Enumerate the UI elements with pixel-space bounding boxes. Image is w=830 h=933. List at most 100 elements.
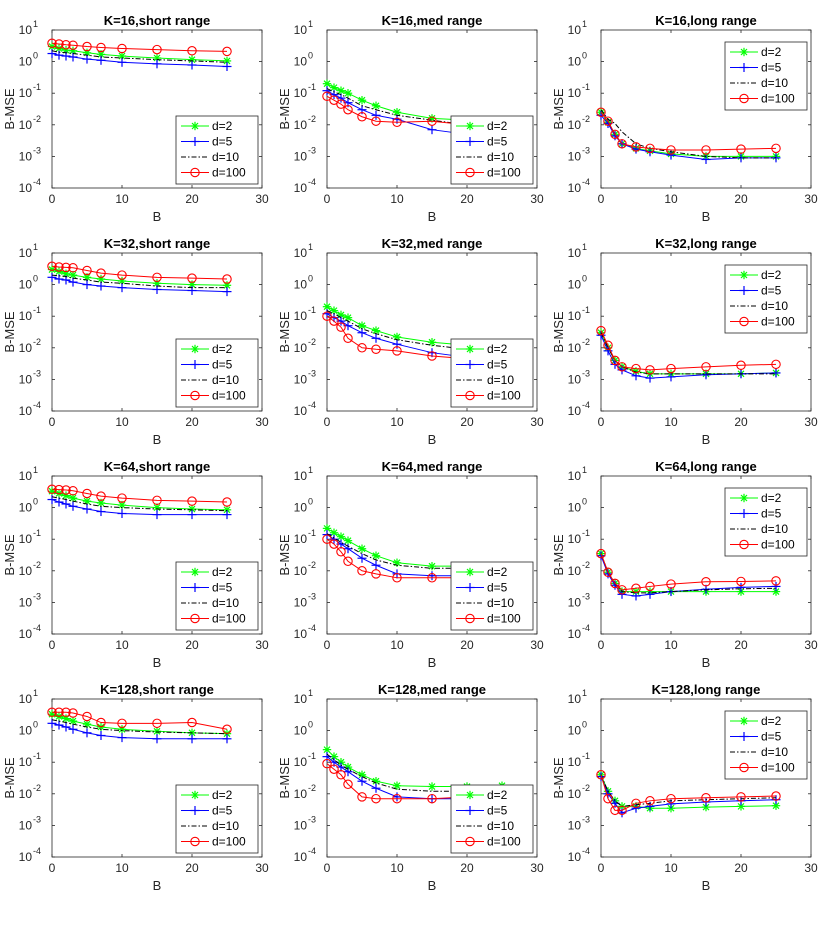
y-tick-base: 10 <box>294 118 308 132</box>
legend-label: d=5 <box>761 284 782 298</box>
legend-item: d=5 <box>730 284 782 298</box>
series-line <box>51 46 228 62</box>
data-point <box>596 770 606 780</box>
y-tick-base: 10 <box>294 55 308 69</box>
data-point <box>427 571 437 581</box>
y-tick-exponent: -2 <box>33 560 41 570</box>
data-point <box>187 60 197 70</box>
y-tick-exponent: 1 <box>582 242 587 252</box>
data-point <box>771 801 781 810</box>
data-point <box>117 718 127 729</box>
y-tick-label: 10 <box>19 787 33 801</box>
legend: d=2 d=5d=10 d=100 <box>724 710 808 780</box>
data-point <box>152 734 162 744</box>
legend-label: d=10 <box>212 373 239 387</box>
legend-item: d=100 <box>456 835 521 849</box>
x-tick-label: 30 <box>530 861 544 875</box>
data-point <box>427 561 437 571</box>
data-point <box>152 495 162 506</box>
legend: d=2 d=5d=10 d=100 <box>175 115 259 185</box>
y-tick-exponent: -3 <box>33 591 41 601</box>
legend-item: d=2 <box>456 119 508 133</box>
star-stroke <box>191 791 199 799</box>
y-tick-exponent: -4 <box>308 400 316 410</box>
star-stroke <box>323 80 331 88</box>
data-point <box>96 507 106 517</box>
y-tick-base: 10 <box>568 181 582 195</box>
y-tick-base: 10 <box>568 55 582 69</box>
data-point <box>82 711 92 722</box>
y-tick-base: 10 <box>19 309 33 323</box>
x-tick-label: 0 <box>49 192 56 206</box>
data-point <box>603 789 613 799</box>
star-stroke <box>191 122 199 130</box>
y-tick-label: 10 <box>294 341 308 355</box>
data-point <box>343 333 353 344</box>
y-tick-base: 10 <box>294 86 308 100</box>
y-tick-base: 10 <box>294 309 308 323</box>
data-point <box>47 38 57 49</box>
star-stroke <box>97 50 105 58</box>
x-tick-label: 30 <box>530 415 544 429</box>
data-point <box>666 363 676 374</box>
x-tick-label: 30 <box>804 415 818 429</box>
data-point <box>47 261 57 272</box>
data-point <box>82 54 92 64</box>
data-point <box>222 505 232 515</box>
x-tick-label: 20 <box>460 192 474 206</box>
data-point <box>603 116 613 126</box>
data-point <box>190 790 200 800</box>
series-line <box>600 114 776 160</box>
star-stroke <box>772 588 780 596</box>
data-point <box>190 360 200 369</box>
y-axis-label: B-MSE <box>551 757 566 799</box>
legend-item: d=10 <box>456 150 514 164</box>
data-point <box>736 576 746 587</box>
data-point <box>190 137 200 146</box>
legend: d=2 d=5d=10 d=100 <box>450 115 534 185</box>
x-tick-label: 10 <box>664 192 678 206</box>
data-point <box>47 707 57 718</box>
data-point <box>117 733 127 743</box>
y-axis-label: B-MSE <box>551 88 566 130</box>
data-point <box>47 495 57 505</box>
star-stroke <box>393 782 401 790</box>
star-stroke <box>344 537 352 545</box>
series-d10 <box>51 719 228 735</box>
y-tick-exponent: -2 <box>308 337 316 347</box>
data-point <box>82 265 92 276</box>
y-tick-base: 10 <box>19 149 33 163</box>
series-d100 <box>596 107 781 155</box>
x-tick-label: 10 <box>390 638 404 652</box>
y-tick-exponent: 0 <box>308 497 313 507</box>
y-tick-base: 10 <box>294 372 308 386</box>
data-point <box>187 46 197 56</box>
data-point <box>631 798 641 809</box>
data-point <box>771 576 781 586</box>
data-point <box>427 573 437 583</box>
y-tick-exponent: -3 <box>33 368 41 378</box>
star-stroke <box>358 771 366 779</box>
data-point <box>645 589 655 599</box>
x-tick-label: 10 <box>664 638 678 652</box>
data-point <box>465 344 475 354</box>
x-tick-label: 30 <box>255 638 269 652</box>
data-point <box>152 510 162 520</box>
y-axis-label: B-MSE <box>551 534 566 576</box>
y-tick-label: 10 <box>568 86 582 100</box>
series-line <box>51 722 227 740</box>
data-point <box>465 360 475 369</box>
data-point <box>96 730 106 740</box>
y-tick-exponent: -2 <box>33 114 41 124</box>
star-stroke <box>740 494 748 502</box>
y-tick-exponent: 1 <box>308 19 313 29</box>
legend-item: d=2 <box>456 788 508 802</box>
data-point <box>596 325 606 336</box>
y-tick-label: 10 <box>294 564 308 578</box>
y-tick-label: 10 <box>19 246 33 260</box>
data-point <box>222 497 232 507</box>
star-stroke <box>153 54 161 62</box>
data-point <box>465 613 475 624</box>
y-tick-label: 10 <box>19 501 33 515</box>
